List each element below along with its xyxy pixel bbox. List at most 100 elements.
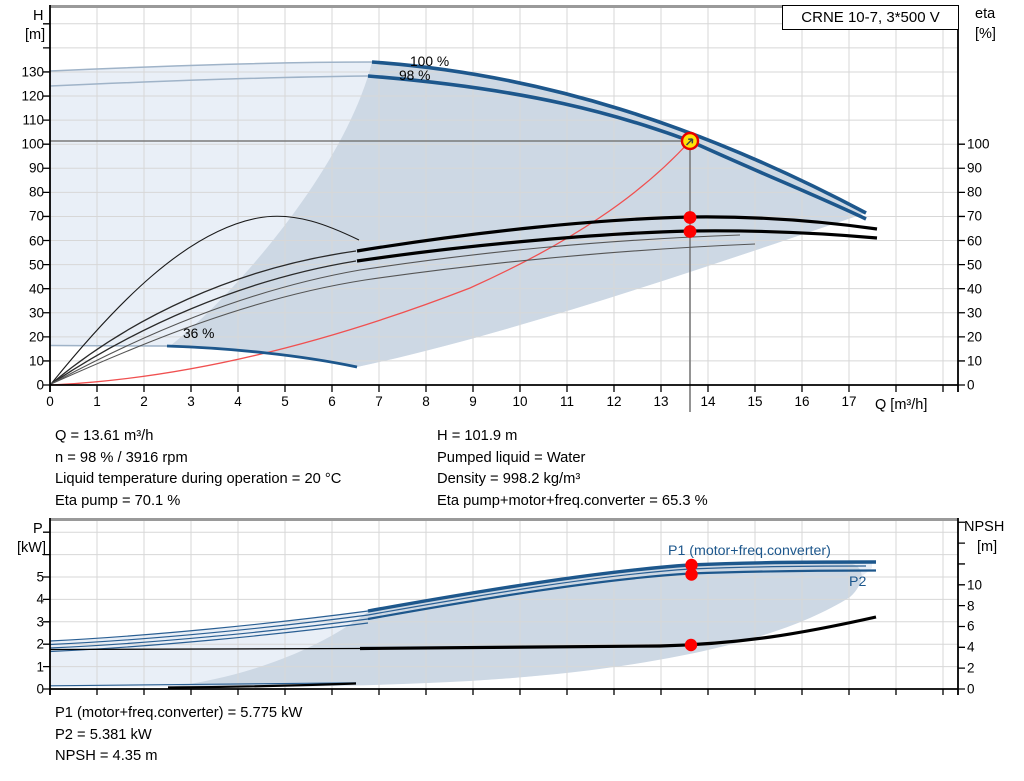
head-tick-label: 80: [28, 184, 44, 200]
speed-36-curve: [166, 344, 358, 369]
head-tick-label: 130: [21, 64, 44, 80]
flow-tick-label: 16: [794, 394, 810, 409]
duty-density-text: Density = 998.2 kg/m³: [437, 471, 581, 488]
p2-curve: [367, 569, 877, 621]
eta-tick-label: 70: [967, 208, 983, 224]
duty-flow-text: Q = 13.61 m³/h: [55, 428, 154, 444]
flow-tick-label: 8: [422, 394, 430, 409]
npsh-low-speed-curve: [167, 682, 357, 689]
grid-top: [50, 7, 958, 385]
p1-bundle-1: [49, 610, 369, 642]
duty-p1-text: P1 (motor+freq.converter) = 5.775 kW: [55, 705, 303, 721]
npsh-axis-unit: [m]: [977, 539, 998, 555]
p1-curve: [367, 560, 877, 613]
flow-tick-label: 6: [328, 394, 336, 409]
duty-p2-dot: [685, 568, 698, 581]
eta-fan-curve-4: [50, 234, 741, 385]
eta-tick-label: 60: [967, 233, 983, 249]
pump-type-title: CRNE 10-7, 3*500 V: [782, 5, 959, 30]
duty-liquid-text: Pumped liquid = Water: [437, 449, 586, 466]
speed-36-label: 36 %: [183, 326, 215, 341]
speed-36-curve-faded: [49, 344, 169, 347]
npsh-tick-label: 8: [967, 598, 975, 614]
system-curve: [50, 140, 691, 386]
head-tick-label: 50: [28, 257, 44, 273]
flow-tick-label: 12: [606, 394, 622, 409]
flow-tick-label: 2: [140, 394, 148, 409]
duty-speed-text: n = 98 % / 3916 rpm: [55, 449, 188, 466]
speed-98-curve: [367, 74, 867, 221]
duty-head-text: H = 101.9 m: [437, 428, 518, 444]
eta-pump-curve: [356, 215, 878, 253]
power-axis-unit: [kW]: [17, 540, 46, 556]
duty-eta-pump-text: Eta pump = 70.1 %: [55, 492, 181, 509]
power-tick-label: 4: [36, 591, 44, 607]
npsh-tick-label: 10: [967, 577, 983, 593]
eta-fan-curve-5: [50, 243, 756, 385]
duty-eta-total-text: Eta pump+motor+freq.converter = 65.3 %: [437, 492, 708, 509]
npsh-tick-label: 0: [967, 681, 975, 697]
eta-tick-label: 100: [967, 136, 990, 152]
flow-tick-label: 14: [700, 394, 716, 409]
head-tick-label: 70: [28, 208, 44, 224]
head-tick-label: 30: [28, 305, 44, 321]
head-tick-label: 40: [28, 281, 44, 297]
p2-curve-label: P2: [849, 574, 867, 590]
npsh-tick-label: 2: [967, 660, 975, 676]
speed-100-curve-faded: [49, 61, 373, 72]
flow-axis-title: Q [m³/h]: [875, 397, 928, 413]
head-tick-label: 90: [28, 160, 44, 176]
eta-tick-label: 40: [967, 281, 983, 297]
npsh-tick-label: 4: [967, 639, 975, 655]
eta-fan-curve-1: [50, 215, 360, 385]
head-tick-label: 110: [22, 112, 44, 128]
npsh-tick-label: 6: [967, 618, 975, 634]
flow-tick-label: 9: [469, 394, 477, 409]
head-tick-label: 120: [21, 88, 44, 104]
flow-tick-label: 17: [841, 394, 857, 409]
flow-tick-label: 10: [512, 394, 528, 409]
speed-100-label: 100 %: [410, 54, 450, 69]
duty-npsh-text: NPSH = 4.35 m: [55, 748, 158, 765]
p1-curve-label: P1 (motor+freq.converter): [668, 543, 831, 559]
duty-p2-text: P2 = 5.381 kW: [55, 726, 152, 743]
npsh-axis-title: NPSH: [964, 519, 1005, 535]
speed-98-curve-faded: [49, 75, 369, 87]
power-tick-label: 2: [36, 636, 44, 652]
eta-tick-label: 10: [967, 353, 983, 369]
eta-total-curve: [356, 229, 878, 263]
eta-axis-unit: [%]: [975, 26, 996, 42]
head-tick-label: 10: [28, 353, 44, 369]
flow-tick-label: 15: [747, 394, 763, 409]
flow-tick-label: 13: [653, 394, 669, 409]
npsh-curve-thin: [49, 647, 361, 651]
eta-fan-curve-2: [50, 250, 357, 385]
npsh-curve: [359, 615, 877, 651]
flow-tick-label: 3: [187, 394, 195, 409]
eta-fan-curve-3: [50, 260, 357, 385]
eta-tick-label: 90: [967, 160, 983, 176]
duty-npsh-dot: [684, 638, 698, 652]
flow-tick-label: 0: [46, 394, 54, 409]
duty-eta-total-dot: [683, 225, 697, 238]
head-tick-label: 60: [28, 233, 44, 249]
power-axis-title: P: [33, 521, 43, 537]
bottom-axis-ticks: [43, 521, 965, 695]
flow-tick-label: 7: [375, 394, 383, 409]
top-axis-ticks: [43, 23, 965, 392]
eta-tick-label: 80: [967, 184, 983, 200]
power-tick-label: 5: [36, 569, 44, 585]
head-axis-title: H: [33, 8, 44, 24]
duty-point-arrow-icon: [685, 138, 694, 146]
eta-tick-label: 50: [967, 257, 983, 273]
p1-bundle-2: [49, 614, 369, 646]
eta-axis-title: eta: [975, 6, 996, 22]
grid-bottom-lines: [50, 520, 958, 689]
power-tick-label: 1: [36, 659, 44, 675]
power-tick-label: 3: [36, 614, 44, 630]
eta-tick-label: 0: [967, 377, 975, 393]
p1-companion-curve: [367, 565, 867, 616]
p2-low-speed-line: [49, 682, 357, 687]
speed-100-curve: [371, 60, 867, 215]
